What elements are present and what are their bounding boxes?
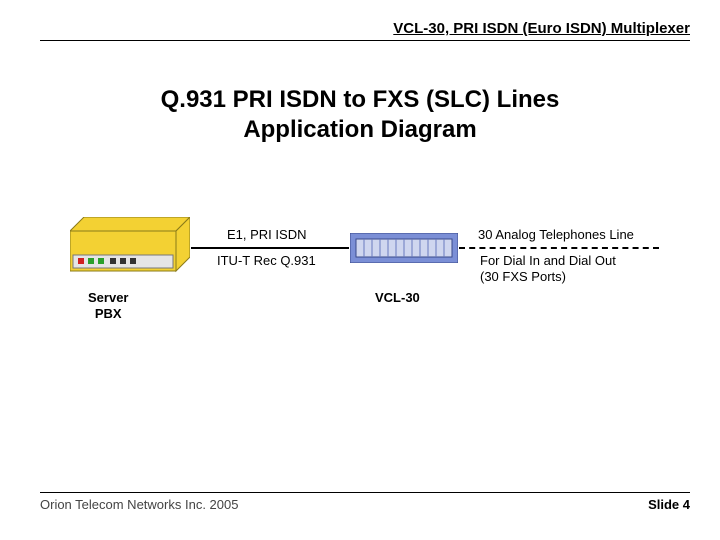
header-title: VCL-30, PRI ISDN (Euro ISDN) Multiplexer — [40, 20, 690, 37]
footer-divider — [40, 492, 690, 493]
footer-row: Orion Telecom Networks Inc. 2005 Slide 4 — [40, 497, 690, 512]
edge-server-vcl — [191, 247, 349, 249]
footer: Orion Telecom Networks Inc. 2005 Slide 4 — [40, 492, 690, 512]
header-divider — [40, 40, 690, 41]
edge2-bottom-line1: For Dial In and Dial Out — [480, 253, 616, 268]
header: VCL-30, PRI ISDN (Euro ISDN) Multiplexer — [40, 20, 690, 41]
edge-vcl-phones — [459, 247, 659, 249]
edge2-bottom-label: For Dial In and Dial Out (30 FXS Ports) — [480, 253, 616, 284]
main-title-line2: Application Diagram — [0, 115, 720, 145]
edge1-top-label: E1, PRI ISDN — [227, 227, 306, 242]
main-title: Q.931 PRI ISDN to FXS (SLC) Lines Applic… — [0, 85, 720, 145]
footer-left: Orion Telecom Networks Inc. 2005 — [40, 497, 238, 512]
node-server-label: Server PBX — [88, 290, 128, 321]
node-server — [70, 217, 190, 273]
main-title-line1: Q.931 PRI ISDN to FXS (SLC) Lines — [0, 85, 720, 115]
node-vcl30 — [350, 233, 458, 263]
footer-right: Slide 4 — [648, 497, 690, 512]
edge2-top-label: 30 Analog Telephones Line — [478, 227, 634, 242]
server-label-line1: Server — [88, 290, 128, 305]
edge2-bottom-line2: (30 FXS Ports) — [480, 269, 566, 284]
edge1-bottom-label: ITU-T Rec Q.931 — [217, 253, 316, 268]
diagram: Server PBX E1, PRI ISDN ITU-T Rec Q.931 … — [70, 205, 665, 345]
node-vcl30-label: VCL-30 — [375, 290, 420, 305]
vcl30-icon — [350, 233, 458, 263]
server-icon — [70, 217, 190, 273]
server-label-line2: PBX — [95, 306, 122, 321]
